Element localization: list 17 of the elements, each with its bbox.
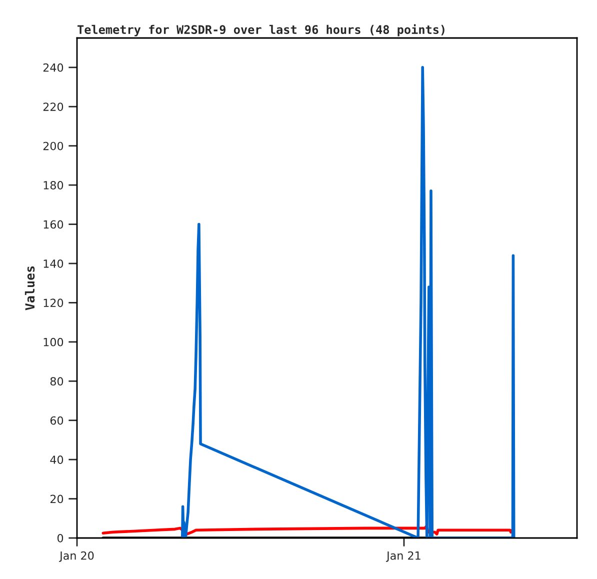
- chart-title: Telemetry for W2SDR-9 over last 96 hours (48 points): [78, 24, 444, 36]
- y-tick-label: 40: [50, 456, 64, 464]
- x-tick-label: Jan 20: [59, 551, 94, 562]
- y-tick-label: 120: [44, 298, 64, 308]
- y-tick-label: 20: [50, 494, 64, 504]
- y-tick-label: 220: [43, 102, 64, 112]
- y-tick-label: 200: [43, 142, 64, 150]
- y-tick-label: 0: [57, 534, 64, 542]
- y-tick-label: 140: [44, 259, 64, 268]
- y-tick-label: 160: [44, 220, 64, 229]
- y-tick-label: 100: [44, 338, 64, 346]
- y-axis-title: Values: [24, 266, 35, 310]
- y-tick-label: 60: [50, 416, 64, 425]
- y-tick-label: 80: [50, 377, 64, 386]
- y-tick-label: 180: [44, 181, 64, 190]
- y-tick-label: 240: [43, 63, 64, 72]
- x-tick-label: Jan 21: [386, 551, 420, 562]
